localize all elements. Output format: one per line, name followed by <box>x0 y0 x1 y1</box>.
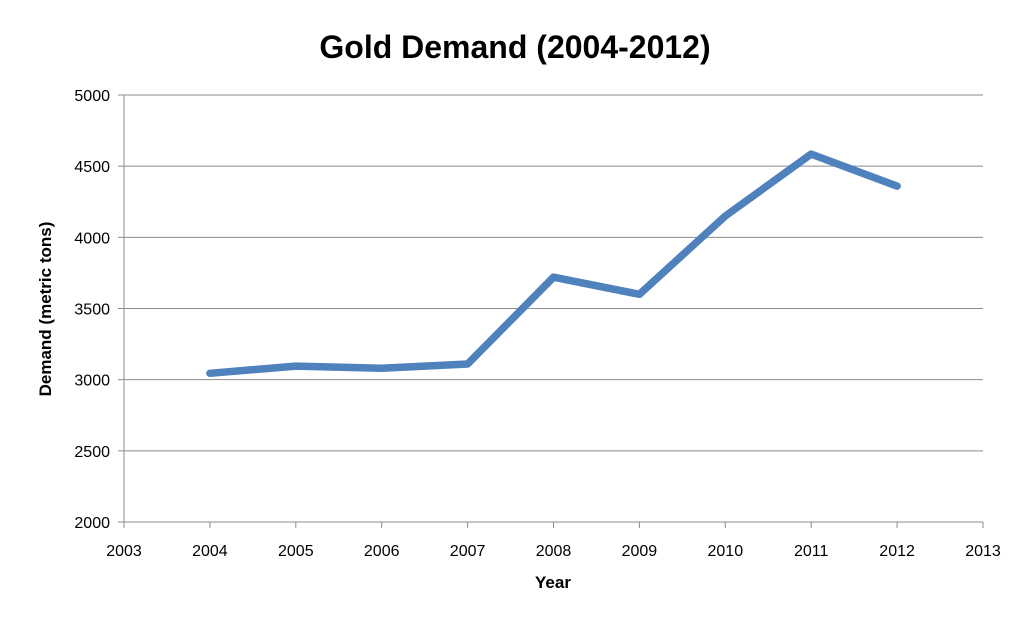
y-axis-title: Demand (metric tons) <box>36 222 55 397</box>
x-tick-label: 2006 <box>364 543 400 560</box>
data-point <box>635 290 643 298</box>
y-tick-label: 4500 <box>74 159 110 176</box>
data-point <box>378 364 386 372</box>
x-tick-label: 2009 <box>622 543 658 560</box>
data-point <box>464 360 472 368</box>
x-tick-label: 2005 <box>278 543 314 560</box>
data-point <box>292 362 300 370</box>
x-tick-label: 2011 <box>794 543 829 560</box>
data-point <box>721 212 729 220</box>
data-point <box>807 150 815 158</box>
data-point <box>206 369 214 377</box>
y-tick-label: 2000 <box>74 515 110 532</box>
x-tick-label: 2008 <box>536 543 572 560</box>
data-point <box>550 273 557 281</box>
tick-labels: 2000 2500 3000 3500 4000 4500 5000 2003 2004 2005… <box>74 88 1000 560</box>
x-tick-label: 2012 <box>879 543 915 560</box>
x-tick-label: 2010 <box>708 543 744 560</box>
y-tick-label: 4000 <box>74 230 110 247</box>
x-tick-label: 2004 <box>192 543 228 560</box>
y-tick-label: 2500 <box>74 444 110 461</box>
gridlines <box>124 94 983 452</box>
series-line <box>206 150 901 378</box>
series-layer <box>206 150 901 378</box>
x-tick-label: 2013 <box>965 543 1001 560</box>
axes <box>118 94 984 528</box>
y-tick-label: 3000 <box>74 373 110 390</box>
chart-title: Gold Demand (2004-2012) <box>319 29 710 65</box>
data-point <box>893 182 901 190</box>
y-tick-label: 3500 <box>74 302 110 319</box>
x-axis-title: Year <box>535 573 571 592</box>
x-tick-label: 2007 <box>450 543 486 560</box>
x-tick-label: 2003 <box>106 543 142 560</box>
y-tick-label: 5000 <box>74 88 110 105</box>
